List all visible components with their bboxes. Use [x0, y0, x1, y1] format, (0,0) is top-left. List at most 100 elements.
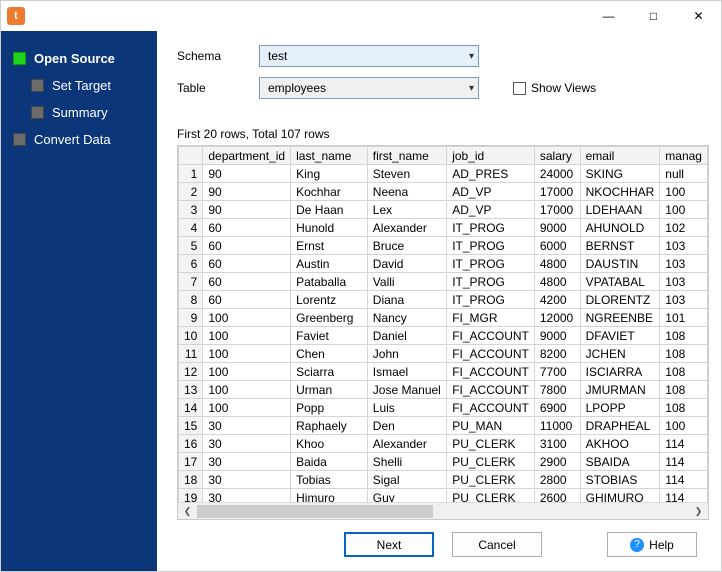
table-row[interactable]: 9100GreenbergNancyFI_MGR12000NGREENBE101	[179, 309, 708, 327]
cell[interactable]: 3100	[534, 435, 580, 453]
cell[interactable]: ISCIARRA	[580, 363, 660, 381]
cell[interactable]: De Haan	[291, 201, 368, 219]
cell[interactable]: Jose Manuel	[367, 381, 446, 399]
cell[interactable]: 100	[203, 399, 291, 417]
cell[interactable]: SKING	[580, 165, 660, 183]
cell[interactable]: Luis	[367, 399, 446, 417]
cell[interactable]: 102	[660, 219, 708, 237]
cell[interactable]: LPOPP	[580, 399, 660, 417]
cell[interactable]: FI_MGR	[447, 309, 535, 327]
table-row[interactable]: 190KingStevenAD_PRES24000SKINGnull	[179, 165, 708, 183]
cell[interactable]: BERNST	[580, 237, 660, 255]
cell[interactable]: 100	[203, 363, 291, 381]
cell[interactable]: 9000	[534, 219, 580, 237]
scroll-right-icon[interactable]: ❯	[691, 505, 706, 518]
cell[interactable]: Greenberg	[291, 309, 368, 327]
cell[interactable]: PU_CLERK	[447, 453, 535, 471]
cell[interactable]: IT_PROG	[447, 237, 535, 255]
cell[interactable]: 24000	[534, 165, 580, 183]
scroll-thumb[interactable]	[197, 505, 433, 518]
cell[interactable]: 4200	[534, 291, 580, 309]
cell[interactable]: Bruce	[367, 237, 446, 255]
cell[interactable]: 60	[203, 291, 291, 309]
cell[interactable]: Chen	[291, 345, 368, 363]
cell[interactable]: Lorentz	[291, 291, 368, 309]
cell[interactable]: PU_MAN	[447, 417, 535, 435]
cell[interactable]: Hunold	[291, 219, 368, 237]
cell[interactable]: AD_VP	[447, 183, 535, 201]
minimize-button[interactable]: —	[586, 1, 631, 31]
next-button[interactable]: Next	[344, 532, 434, 557]
cell[interactable]: 108	[660, 363, 708, 381]
cell[interactable]: 101	[660, 309, 708, 327]
cell[interactable]: Baida	[291, 453, 368, 471]
cell[interactable]: 100	[660, 183, 708, 201]
step-open-source[interactable]: Open Source	[1, 45, 157, 72]
table-row[interactable]: 290KochharNeenaAD_VP17000NKOCHHAR100	[179, 183, 708, 201]
cell[interactable]: 100	[660, 201, 708, 219]
cell[interactable]: 100	[203, 345, 291, 363]
cell[interactable]: 30	[203, 453, 291, 471]
step-set-target[interactable]: Set Target	[1, 72, 157, 99]
table-row[interactable]: 1530RaphaelyDenPU_MAN11000DRAPHEAL100	[179, 417, 708, 435]
table-row[interactable]: 14100PoppLuisFI_ACCOUNT6900LPOPP108	[179, 399, 708, 417]
column-header[interactable]: first_name	[367, 147, 446, 165]
cell[interactable]: Neena	[367, 183, 446, 201]
cell[interactable]: AD_VP	[447, 201, 535, 219]
cell[interactable]: Ismael	[367, 363, 446, 381]
cell[interactable]: GHIMURO	[580, 489, 660, 503]
cell[interactable]: Diana	[367, 291, 446, 309]
schema-select[interactable]: test ▾	[259, 45, 479, 67]
cell[interactable]: 90	[203, 183, 291, 201]
cell[interactable]: AKHOO	[580, 435, 660, 453]
cell[interactable]: 2800	[534, 471, 580, 489]
cancel-button[interactable]: Cancel	[452, 532, 542, 557]
cell[interactable]: PU_CLERK	[447, 435, 535, 453]
cell[interactable]: Himuro	[291, 489, 368, 503]
cell[interactable]: Valli	[367, 273, 446, 291]
cell[interactable]: 12000	[534, 309, 580, 327]
cell[interactable]: 100	[203, 309, 291, 327]
cell[interactable]: IT_PROG	[447, 255, 535, 273]
cell[interactable]: 60	[203, 237, 291, 255]
cell[interactable]: John	[367, 345, 446, 363]
cell[interactable]: 7800	[534, 381, 580, 399]
cell[interactable]: 30	[203, 435, 291, 453]
cell[interactable]: Lex	[367, 201, 446, 219]
cell[interactable]: Ernst	[291, 237, 368, 255]
column-header[interactable]: salary	[534, 147, 580, 165]
column-header[interactable]: last_name	[291, 147, 368, 165]
column-header[interactable]: job_id	[447, 147, 535, 165]
cell[interactable]: 2900	[534, 453, 580, 471]
show-views-checkbox[interactable]: Show Views	[513, 81, 596, 95]
column-header[interactable]: department_id	[203, 147, 291, 165]
cell[interactable]: Sciarra	[291, 363, 368, 381]
cell[interactable]: IT_PROG	[447, 219, 535, 237]
cell[interactable]: Guy	[367, 489, 446, 503]
table-row[interactable]: 760PataballaValliIT_PROG4800VPATABAL103	[179, 273, 708, 291]
cell[interactable]: 90	[203, 165, 291, 183]
column-header[interactable]: email	[580, 147, 660, 165]
cell[interactable]: IT_PROG	[447, 273, 535, 291]
cell[interactable]: DRAPHEAL	[580, 417, 660, 435]
cell[interactable]: FI_ACCOUNT	[447, 363, 535, 381]
cell[interactable]: IT_PROG	[447, 291, 535, 309]
table-row[interactable]: 1930HimuroGuyPU_CLERK2600GHIMURO114	[179, 489, 708, 503]
cell[interactable]: 30	[203, 489, 291, 503]
cell[interactable]: Nancy	[367, 309, 446, 327]
cell[interactable]: Kochhar	[291, 183, 368, 201]
cell[interactable]: FI_ACCOUNT	[447, 381, 535, 399]
cell[interactable]: DAUSTIN	[580, 255, 660, 273]
table-row[interactable]: 11100ChenJohnFI_ACCOUNT8200JCHEN108	[179, 345, 708, 363]
cell[interactable]: 103	[660, 291, 708, 309]
cell[interactable]: DFAVIET	[580, 327, 660, 345]
cell[interactable]: 17000	[534, 201, 580, 219]
table-row[interactable]: 390De HaanLexAD_VP17000LDEHAAN100	[179, 201, 708, 219]
cell[interactable]: Sigal	[367, 471, 446, 489]
cell[interactable]: 90	[203, 201, 291, 219]
cell[interactable]: 17000	[534, 183, 580, 201]
cell[interactable]: FI_ACCOUNT	[447, 345, 535, 363]
cell[interactable]: 100	[203, 381, 291, 399]
horizontal-scrollbar[interactable]: ❮ ❯	[178, 502, 708, 519]
cell[interactable]: 100	[660, 417, 708, 435]
